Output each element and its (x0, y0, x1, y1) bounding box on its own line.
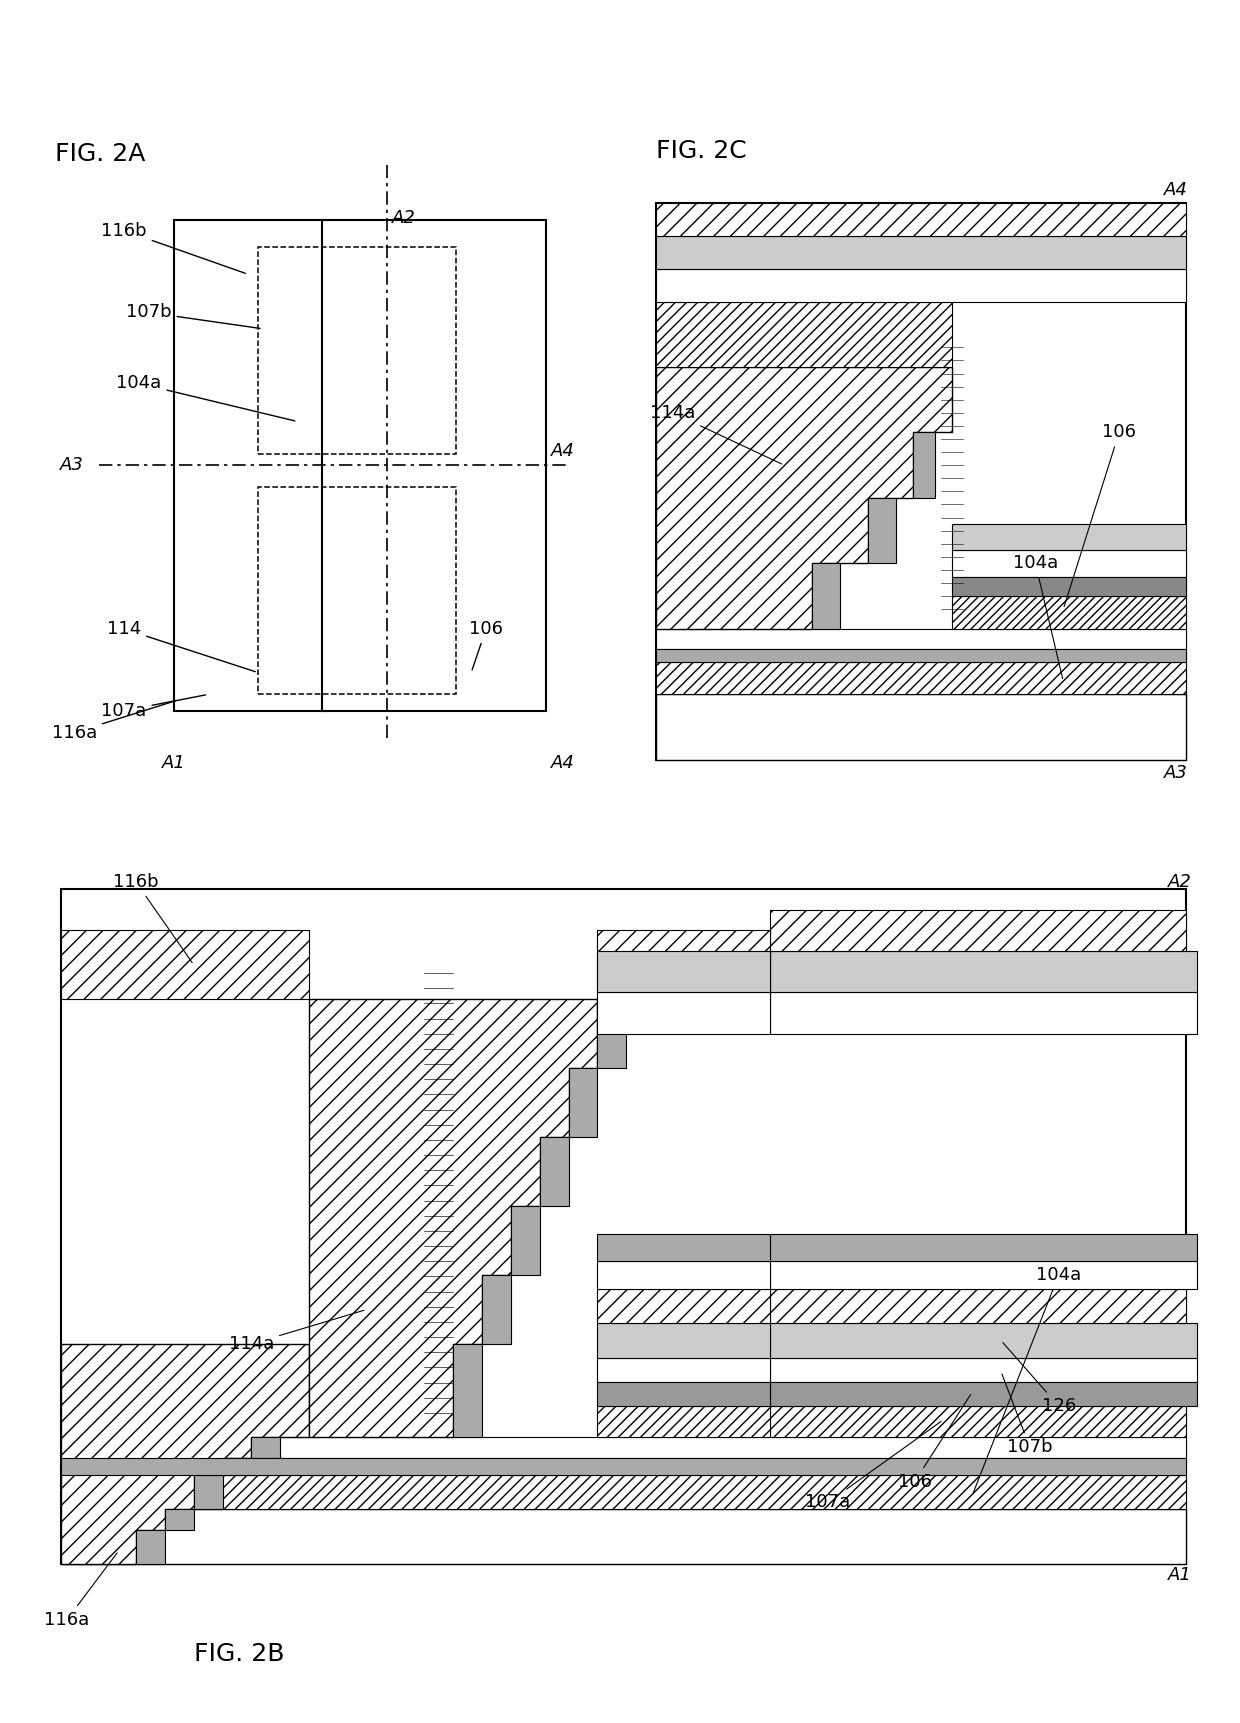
Polygon shape (223, 1458, 252, 1475)
Text: 116b: 116b (113, 874, 192, 963)
Polygon shape (868, 498, 895, 563)
Text: A1: A1 (1168, 1566, 1192, 1583)
Text: FIG. 2A: FIG. 2A (55, 143, 145, 165)
Bar (952, 550, 1185, 577)
Text: 106: 106 (898, 1394, 971, 1490)
Text: 104a: 104a (973, 1266, 1081, 1494)
Bar (656, 648, 1185, 662)
Text: A3: A3 (60, 457, 83, 474)
Polygon shape (454, 1344, 482, 1437)
Text: 126: 126 (1003, 1342, 1076, 1415)
Polygon shape (913, 432, 935, 498)
Bar (656, 203, 1185, 760)
Bar (656, 269, 1185, 302)
Bar (258, 488, 456, 694)
Bar (598, 1234, 770, 1261)
Polygon shape (61, 1344, 309, 1564)
Text: 104a: 104a (117, 374, 295, 420)
Bar (598, 1358, 770, 1382)
Polygon shape (770, 1406, 1185, 1437)
Polygon shape (952, 596, 1185, 629)
Text: 107a: 107a (102, 694, 206, 720)
Polygon shape (569, 1068, 598, 1137)
Polygon shape (770, 1289, 1185, 1323)
Bar (770, 992, 1197, 1034)
Polygon shape (136, 1530, 165, 1564)
Bar (770, 1323, 1197, 1358)
Text: FIG. 2B: FIG. 2B (193, 1642, 284, 1666)
Text: 116b: 116b (102, 222, 246, 274)
Polygon shape (656, 302, 952, 367)
Bar (61, 1437, 1185, 1458)
Text: 114: 114 (107, 620, 255, 672)
Polygon shape (482, 1275, 511, 1344)
Bar (952, 577, 1185, 596)
Polygon shape (61, 930, 309, 999)
Polygon shape (252, 1437, 280, 1458)
Text: 107b: 107b (126, 303, 260, 329)
Bar (770, 951, 1197, 992)
Polygon shape (812, 563, 841, 629)
Text: A4: A4 (551, 441, 574, 460)
Polygon shape (598, 1289, 770, 1323)
Polygon shape (656, 203, 1185, 236)
Bar (770, 1261, 1197, 1289)
Polygon shape (656, 662, 1185, 694)
Polygon shape (165, 1509, 193, 1530)
Text: 114a: 114a (228, 1309, 365, 1353)
Polygon shape (309, 999, 598, 1437)
Polygon shape (511, 1206, 539, 1275)
Polygon shape (598, 930, 770, 999)
Text: 114a: 114a (650, 403, 781, 463)
Text: 116a: 116a (52, 701, 176, 741)
Text: A4: A4 (1163, 181, 1188, 200)
Bar (174, 219, 546, 710)
Text: A1: A1 (161, 755, 186, 772)
Text: 107a: 107a (806, 1421, 941, 1511)
Bar (61, 889, 1185, 1564)
Bar (258, 246, 456, 455)
Text: 106: 106 (1064, 424, 1136, 606)
Bar (770, 1234, 1197, 1261)
Bar (598, 1323, 770, 1358)
Bar (61, 1509, 1185, 1564)
Text: 107b: 107b (1002, 1375, 1053, 1456)
Bar (770, 1382, 1197, 1406)
Text: 116a: 116a (45, 1552, 117, 1628)
Bar (770, 1358, 1197, 1382)
Text: A3: A3 (1163, 763, 1188, 782)
Text: FIG. 2C: FIG. 2C (656, 140, 746, 164)
Bar (598, 1382, 770, 1406)
Polygon shape (539, 1137, 569, 1206)
Bar (61, 1458, 1185, 1475)
Polygon shape (193, 1475, 223, 1509)
Text: A2: A2 (1168, 874, 1192, 891)
Polygon shape (656, 367, 952, 629)
Bar (598, 1261, 770, 1289)
Polygon shape (770, 910, 1185, 951)
Text: A4: A4 (551, 755, 574, 772)
Bar (598, 992, 770, 1034)
Text: 106: 106 (469, 620, 503, 670)
Polygon shape (61, 1475, 1185, 1509)
Bar (656, 629, 1185, 648)
Text: 104a: 104a (1013, 555, 1063, 679)
Bar (598, 951, 770, 992)
Polygon shape (598, 1406, 770, 1437)
Bar (656, 236, 1185, 269)
Bar (656, 694, 1185, 760)
Bar (952, 524, 1185, 550)
Text: A2: A2 (392, 208, 415, 227)
Polygon shape (598, 999, 626, 1068)
